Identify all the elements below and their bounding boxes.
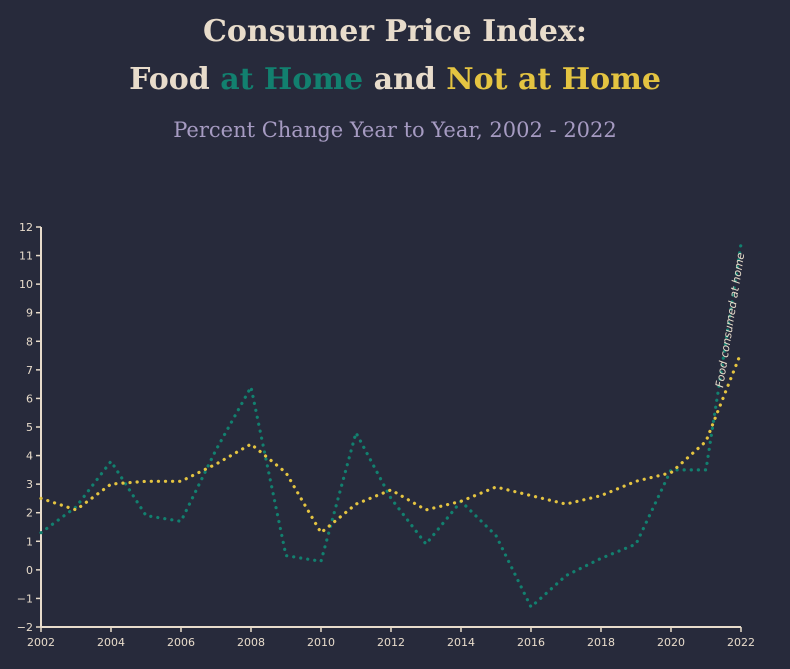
y-tick-label: 8 xyxy=(26,335,33,348)
y-tick-label: 11 xyxy=(19,250,33,263)
x-tick-label: 2002 xyxy=(27,636,55,649)
series-line-not-at-home xyxy=(39,351,743,535)
y-tick-label: 9 xyxy=(26,307,33,320)
x-tick-label: 2022 xyxy=(727,636,755,649)
y-tick-label: 5 xyxy=(26,421,33,434)
y-tick-label: 0 xyxy=(26,564,33,577)
y-tick-label: −1 xyxy=(17,592,33,605)
x-tick-label: 2008 xyxy=(237,636,265,649)
y-tick-label: 7 xyxy=(26,364,33,377)
chart-series xyxy=(39,242,743,609)
y-tick-label: 12 xyxy=(19,221,33,234)
title-food: Food xyxy=(129,62,221,97)
y-tick-label: 3 xyxy=(26,478,33,491)
x-tick-label: 2020 xyxy=(657,636,685,649)
y-tick-label: −2 xyxy=(17,621,33,634)
y-tick-label: 6 xyxy=(26,392,33,405)
x-tick-label: 2018 xyxy=(587,636,615,649)
title-and: and xyxy=(363,62,447,97)
series-line-at-home xyxy=(39,242,743,609)
title-not-at-home: Not at Home xyxy=(446,62,661,97)
y-tick-label: 4 xyxy=(26,450,33,463)
x-tick-label: 2012 xyxy=(377,636,405,649)
chart-title-line2: Food at Home and Not at Home xyxy=(0,62,790,97)
chart-subtitle: Percent Change Year to Year, 2002 - 2022 xyxy=(173,118,617,142)
x-tick-label: 2010 xyxy=(307,636,335,649)
chart-annotations: Food consumed at home xyxy=(713,251,747,388)
series-annotation: Food consumed at home xyxy=(713,251,747,388)
x-tick-label: 2006 xyxy=(167,636,195,649)
x-tick-label: 2016 xyxy=(517,636,545,649)
title-at-home: at Home xyxy=(220,62,364,97)
chart-title-line1: Consumer Price Index: xyxy=(203,14,587,49)
y-tick-label: 1 xyxy=(26,535,33,548)
y-tick-label: 2 xyxy=(26,507,33,520)
x-tick-label: 2014 xyxy=(447,636,475,649)
y-tick-label: 10 xyxy=(19,278,33,291)
x-tick-label: 2004 xyxy=(97,636,125,649)
